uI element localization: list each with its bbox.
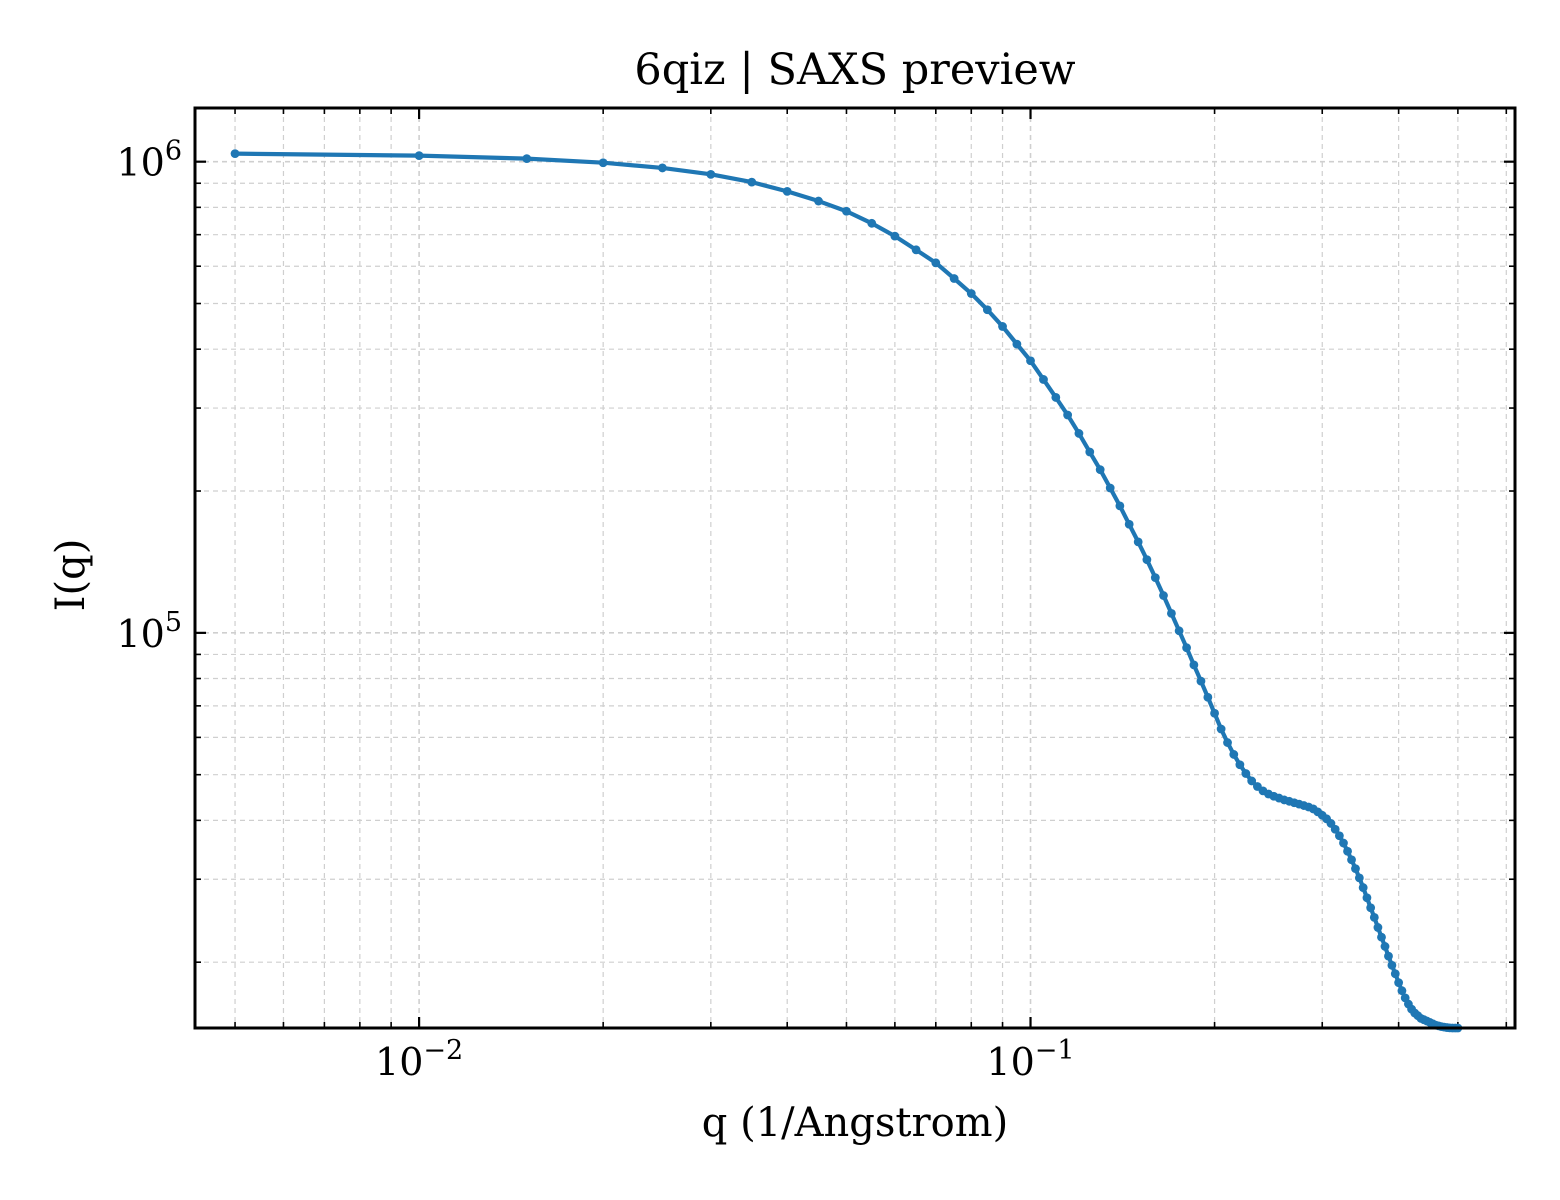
data-point [1095, 465, 1105, 475]
data-point [1223, 738, 1232, 747]
data-point [1026, 356, 1035, 366]
data-point [982, 305, 992, 315]
y-tick-label: 105 [116, 607, 182, 656]
data-point [1142, 555, 1152, 565]
data-point [1051, 393, 1061, 402]
data-point [1012, 339, 1022, 349]
data-point [998, 322, 1007, 331]
data-point [1074, 429, 1084, 438]
x-axis-label: q (1/Angstrom) [702, 1100, 1008, 1146]
data-point [966, 289, 976, 298]
data-point [1247, 776, 1257, 786]
data-point [1358, 883, 1368, 892]
data-point [1351, 864, 1360, 873]
data-point [1394, 978, 1404, 988]
data-point [1330, 824, 1340, 834]
data-point [1115, 501, 1125, 511]
data-point [1189, 660, 1199, 670]
tick-labels: 10−2 10−1 105 106 [116, 136, 1074, 1084]
data-point [1235, 760, 1245, 770]
data-point [1384, 951, 1393, 961]
data-point [414, 151, 424, 161]
x-tick-label: 10−2 [375, 1035, 463, 1084]
data-point [814, 196, 823, 206]
data-point [706, 169, 716, 179]
plot-frame [193, 106, 1517, 1030]
data-point [1167, 608, 1176, 618]
data-point [1105, 483, 1115, 493]
data-point [1216, 724, 1226, 734]
data-point [949, 274, 959, 283]
data-point [1159, 591, 1168, 600]
data-point [911, 245, 921, 255]
data-point [1203, 692, 1213, 702]
series-layer [230, 149, 1463, 1033]
major-ticks [195, 108, 1515, 1028]
data-point [1039, 375, 1048, 384]
y-tick-label: 106 [116, 136, 182, 185]
data-point [1182, 643, 1191, 653]
data-point [1210, 708, 1219, 718]
data-point [1334, 831, 1344, 841]
data-point [842, 206, 851, 216]
x-tick-label: 10−1 [986, 1035, 1074, 1084]
data-point [1380, 942, 1390, 951]
data-point [1229, 750, 1239, 759]
data-point [1085, 447, 1095, 457]
series-line [232, 151, 1460, 1031]
data-point [1390, 969, 1400, 979]
data-point [1369, 912, 1379, 922]
grid [195, 108, 1515, 1028]
data-point [1397, 986, 1407, 996]
data-point [1347, 855, 1356, 865]
data-point [1174, 626, 1184, 636]
data-point [1339, 838, 1348, 848]
data-point [1377, 932, 1386, 942]
data-point [1150, 573, 1160, 583]
data-point [1196, 676, 1206, 686]
data-point [1124, 519, 1134, 529]
data-point [1354, 873, 1364, 883]
data-point [522, 154, 532, 164]
y-axis-label: I(q) [48, 539, 94, 612]
chart-title: 6qiz | SAXS preview [634, 45, 1075, 95]
minor-ticks [195, 108, 1515, 1028]
data-point [1366, 903, 1376, 913]
data-point [867, 218, 877, 228]
data-point [1063, 410, 1073, 420]
data-point [782, 186, 792, 196]
data-point [1343, 846, 1352, 856]
data-point [1362, 893, 1372, 903]
data-point [1241, 769, 1251, 778]
data-point [931, 258, 941, 268]
data-point [890, 231, 900, 241]
data-point [658, 163, 667, 173]
data-point [1133, 537, 1143, 547]
data-point [747, 177, 757, 187]
data-point [1373, 923, 1383, 932]
data-point [1387, 960, 1397, 970]
data-point [230, 149, 240, 159]
data-point [598, 158, 608, 168]
